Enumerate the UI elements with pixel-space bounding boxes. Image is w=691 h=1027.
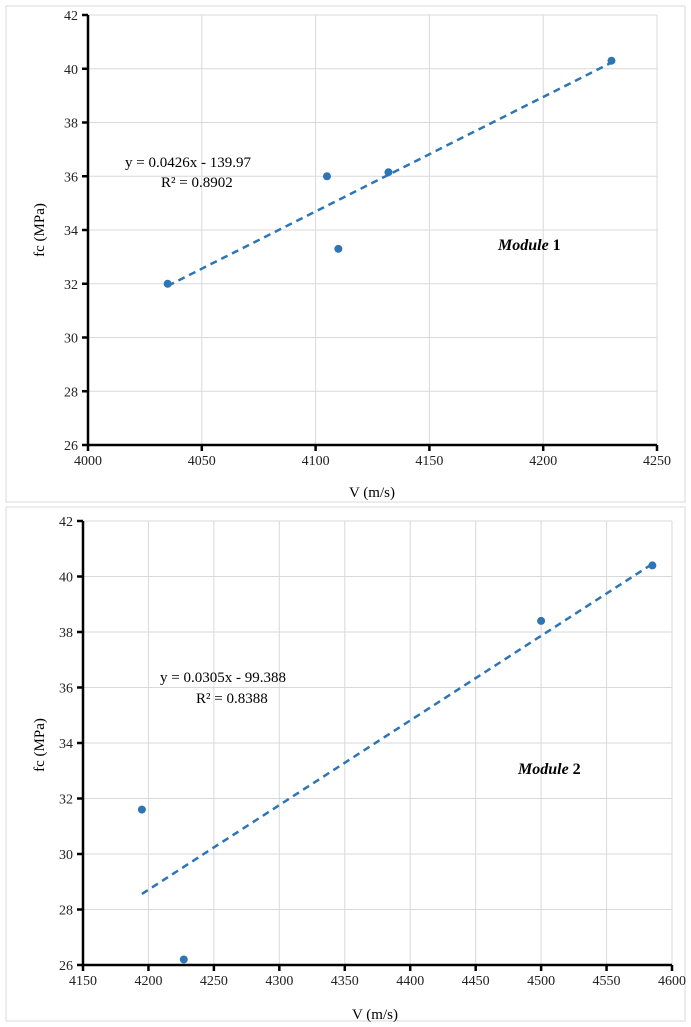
chart-module-1: 4000 4050 4100 4150 4200 4250 26 28 30 32 34 36 38 4…: [5, 5, 686, 503]
chart-1-module-word: Module: [497, 237, 549, 254]
chart-2-y-axis-label: fc (MPa): [32, 718, 48, 772]
chart-2-trendline-group: [141, 562, 654, 896]
chart-2-y-tick-label: 30: [59, 848, 73, 863]
chart-1-module-number: 1: [553, 237, 561, 254]
chart-1-y-axis-label: fc (MPa): [32, 203, 48, 257]
chart-1-y-tick-labels: 26 28 30 32 34 36 38 40 42: [64, 9, 78, 454]
chart-1-module-label: Module 1: [497, 237, 561, 254]
chart-2-y-tick-label: 38: [59, 626, 73, 641]
chart-1-x-tick-label: 4250: [643, 454, 671, 469]
chart-2-y-tick-label: 28: [59, 904, 73, 919]
chart-1-x-tick-label: 4100: [302, 454, 330, 469]
chart-2-x-tick-label: 4600: [658, 974, 686, 989]
chart-1-x-tick-label: 4150: [415, 454, 443, 469]
chart-2-y-tick-label: 26: [59, 959, 73, 974]
chart-2-y-tick-label: 34: [59, 737, 73, 752]
chart-2-x-tick-label: 4200: [134, 974, 162, 989]
chart-1-x-tick-labels: 4000 4050 4100 4150 4200 4250: [74, 454, 671, 469]
chart-2-module-number: 2: [573, 761, 581, 778]
chart-2-data-point: [137, 805, 146, 814]
chart-1-trendline: [167, 61, 613, 287]
chart-2-y-tick-label: 42: [59, 515, 73, 530]
chart-module-2: 4150 4200 4250 4300 4350 4400 4450 4500 4550 4600…: [5, 506, 686, 1023]
chart-1-y-tick-label: 42: [64, 9, 78, 24]
chart-2-r-squared: R² = 0.8388: [196, 691, 268, 707]
chart-2-module-label: Module 2: [517, 761, 581, 778]
chart-2-trendline: [141, 562, 654, 896]
chart-1-gridlines: [88, 14, 658, 445]
chart-1-data-point: [163, 279, 172, 288]
chart-2-y-tick-label: 36: [59, 682, 73, 697]
chart-2-module-word: Module: [517, 761, 569, 778]
chart-1-data-point: [334, 244, 343, 253]
chart-2-data-point: [648, 561, 657, 570]
chart-1-y-tick-label: 38: [64, 117, 78, 132]
chart-1-y-tick-label: 28: [64, 385, 78, 400]
chart-1-trendline-group: [167, 61, 613, 287]
chart-2-points: [137, 561, 657, 964]
chart-2-x-tick-labels: 4150 4200 4250 4300 4350 4400 4450 4500 4550 4600: [69, 974, 686, 989]
chart-2-y-tick-label: 32: [59, 793, 73, 808]
chart-2-x-tick-label: 4550: [593, 974, 621, 989]
chart-2-x-tick-label: 4400: [396, 974, 424, 989]
chart-2-equation: y = 0.0305x - 99.388: [160, 670, 286, 686]
chart-1-r-squared: R² = 0.8902: [161, 175, 233, 191]
chart-2-gridlines: [83, 520, 673, 965]
chart-2-axes: [77, 519, 674, 971]
chart-1-y-tick-label: 26: [64, 439, 78, 454]
chart-1-data-point: [384, 168, 393, 177]
chart-2-x-axis-label: V (m/s): [352, 1007, 398, 1023]
chart-1-y-tick-label: 36: [64, 170, 78, 185]
chart-1-x-tick-label: 4200: [529, 454, 557, 469]
chart-2-x-tick-label: 4450: [462, 974, 490, 989]
chart-2-x-tick-label: 4350: [331, 974, 359, 989]
chart-2-x-tick-label: 4150: [69, 974, 97, 989]
chart-1-x-axis-label: V (m/s): [349, 485, 395, 501]
chart-1-frame: [5, 5, 686, 503]
chart-1-data-point: [607, 56, 616, 65]
chart-1-x-tick-label: 4050: [188, 454, 216, 469]
chart-2-data-point: [179, 955, 188, 964]
chart-2-x-tick-label: 4500: [527, 974, 555, 989]
chart-1-points: [163, 56, 616, 288]
chart-1-y-tick-label: 34: [64, 224, 78, 239]
chart-2-data-point: [537, 616, 546, 625]
chart-2-x-tick-label: 4300: [265, 974, 293, 989]
chart-2-x-tick-label: 4250: [200, 974, 228, 989]
chart-1-data-point: [322, 172, 331, 181]
chart-1-y-tick-label: 30: [64, 332, 78, 347]
chart-2-frame: [5, 506, 686, 1022]
chart-1-equation: y = 0.0426x - 139.97: [125, 155, 251, 171]
chart-2-y-tick-label: 40: [59, 571, 73, 586]
chart-1-x-tick-label: 4000: [74, 454, 102, 469]
chart-1-y-tick-label: 32: [64, 278, 78, 293]
chart-1-y-tick-label: 40: [64, 63, 78, 78]
chart-1-axes: [82, 13, 659, 451]
chart-2-y-tick-labels: 26 28 30 32 34 36 38 40 42: [59, 515, 73, 974]
